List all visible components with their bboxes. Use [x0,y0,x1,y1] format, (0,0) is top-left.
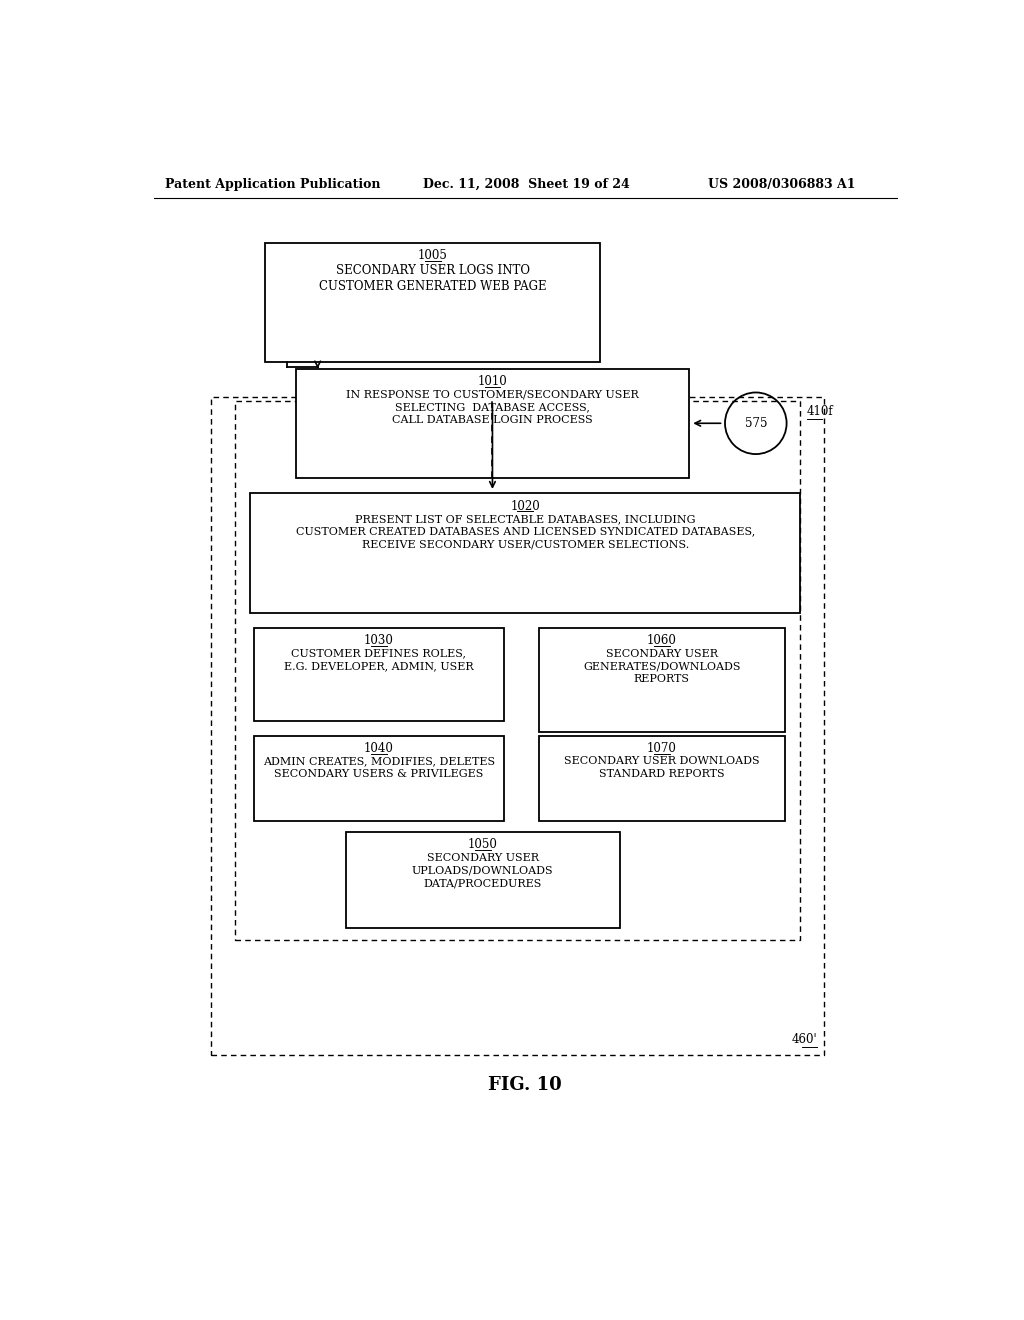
Text: 1020: 1020 [510,499,540,512]
Bar [250,494,801,612]
Bar [211,397,823,1056]
Text: CUSTOMER DEFINES ROLES,
E.G. DEVELOPER, ADMIN, USER: CUSTOMER DEFINES ROLES, E.G. DEVELOPER, … [284,648,474,672]
Text: 410f: 410f [807,405,834,418]
Text: SECONDARY USER
GENERATES/DOWNLOADS
REPORTS: SECONDARY USER GENERATES/DOWNLOADS REPOR… [583,648,740,684]
Bar [539,628,785,733]
Bar [346,832,620,928]
Text: Patent Application Publication: Patent Application Publication [165,178,381,190]
Text: PRESENT LIST OF SELECTABLE DATABASES, INCLUDING
CUSTOMER CREATED DATABASES AND L: PRESENT LIST OF SELECTABLE DATABASES, IN… [296,513,755,549]
Text: US 2008/0306883 A1: US 2008/0306883 A1 [708,178,856,190]
Text: IN RESPONSE TO CUSTOMER/SECONDARY USER
SELECTING  DATABASE ACCESS,
CALL DATABASE: IN RESPONSE TO CUSTOMER/SECONDARY USER S… [346,389,639,425]
Text: SECONDARY USER LOGS INTO
CUSTOMER GENERATED WEB PAGE: SECONDARY USER LOGS INTO CUSTOMER GENERA… [318,264,547,293]
Text: 1070: 1070 [647,742,677,755]
Text: 1030: 1030 [364,635,394,647]
Text: Dec. 11, 2008  Sheet 19 of 24: Dec. 11, 2008 Sheet 19 of 24 [423,178,630,190]
Text: 1010: 1010 [477,375,507,388]
Text: 1005: 1005 [418,249,447,263]
Text: 1050: 1050 [468,838,498,851]
Text: 1060: 1060 [647,635,677,647]
Bar [254,737,504,821]
Bar [265,243,600,363]
Bar [296,368,689,478]
Bar [539,737,785,821]
Text: 460': 460' [792,1034,817,1047]
Bar [254,628,504,721]
Bar [234,401,801,940]
Text: FIG. 10: FIG. 10 [487,1076,562,1094]
Text: SECONDARY USER
UPLOADS/DOWNLOADS
DATA/PROCEDURES: SECONDARY USER UPLOADS/DOWNLOADS DATA/PR… [412,853,554,888]
Text: ADMIN CREATES, MODIFIES, DELETES
SECONDARY USERS & PRIVILEGES: ADMIN CREATES, MODIFIES, DELETES SECONDA… [263,756,495,779]
Text: SECONDARY USER DOWNLOADS
STANDARD REPORTS: SECONDARY USER DOWNLOADS STANDARD REPORT… [564,756,760,779]
Text: 1040: 1040 [364,742,394,755]
Text: 575: 575 [744,417,767,430]
